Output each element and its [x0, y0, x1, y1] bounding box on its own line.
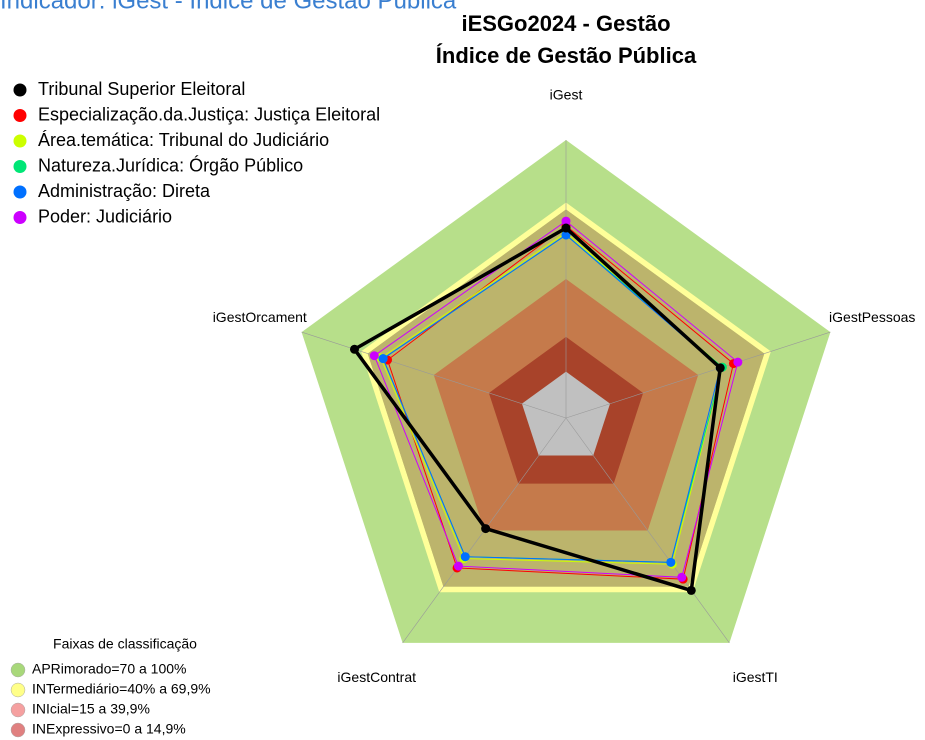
legend-label: Especialização.da.Justiça: Justiça Eleit…: [38, 104, 380, 124]
spoke: [565, 331, 831, 419]
series-line: [386, 225, 735, 580]
series-point: [453, 561, 463, 571]
legend-swatch: [13, 134, 27, 148]
legend-swatch: [13, 83, 27, 97]
band-label: INExpressivo=0 a 14,9%: [32, 721, 186, 737]
series-point: [686, 585, 696, 595]
band-swatch: [10, 702, 26, 718]
series-line: [373, 220, 739, 578]
spoke: [301, 331, 567, 419]
legend-label: Tribunal Superior Eleitoral: [38, 79, 245, 99]
legend-label: Área.temática: Tribunal do Judiciário: [38, 130, 329, 150]
series-point: [733, 357, 743, 367]
legend-swatch: [13, 211, 27, 224]
series-point: [349, 344, 359, 354]
spoke: [565, 417, 730, 644]
series-point: [666, 557, 676, 567]
axis-label: iGestContrat: [337, 669, 416, 685]
series-point: [369, 351, 379, 361]
chart-title: iESGo2024 - Gestão: [461, 11, 670, 36]
axis-label: iGestTI: [733, 669, 778, 685]
series-point: [378, 354, 388, 364]
series-line: [351, 225, 723, 593]
legend-label: Natureza.Jurídica: Órgão Público: [38, 154, 303, 175]
series-point: [715, 363, 725, 373]
series-point: [561, 230, 571, 240]
band-swatch: [10, 682, 26, 698]
bands-title: Faixas de classificação: [53, 636, 197, 652]
legend-swatch: [13, 185, 27, 199]
series-point: [677, 572, 687, 582]
band-swatch: [10, 722, 26, 738]
legend-swatch: [13, 160, 27, 173]
legend-label: Poder: Judiciário: [38, 206, 172, 226]
legend-label: Administração: Direta: [38, 181, 211, 201]
band-swatch: [10, 662, 26, 678]
axis-label: iGestOrcament: [213, 309, 307, 325]
suptitle: Indicador: iGest - Índice de Gestão Públ…: [0, 0, 457, 14]
series-point: [481, 524, 491, 534]
series-point: [561, 223, 571, 233]
axis-label: iGest: [550, 87, 583, 103]
series-point: [460, 552, 470, 562]
axis-label: iGestPessoas: [829, 309, 915, 325]
band-label: INTermediário=40% a 69,9%: [32, 681, 211, 697]
series-point: [561, 216, 571, 226]
legend-swatch: [13, 109, 27, 122]
chart-subtitle: Índice de Gestão Pública: [436, 43, 697, 68]
band-label: INIcial=15 a 39,9%: [32, 701, 150, 717]
band-label: APRimorado=70 a 100%: [32, 661, 187, 677]
